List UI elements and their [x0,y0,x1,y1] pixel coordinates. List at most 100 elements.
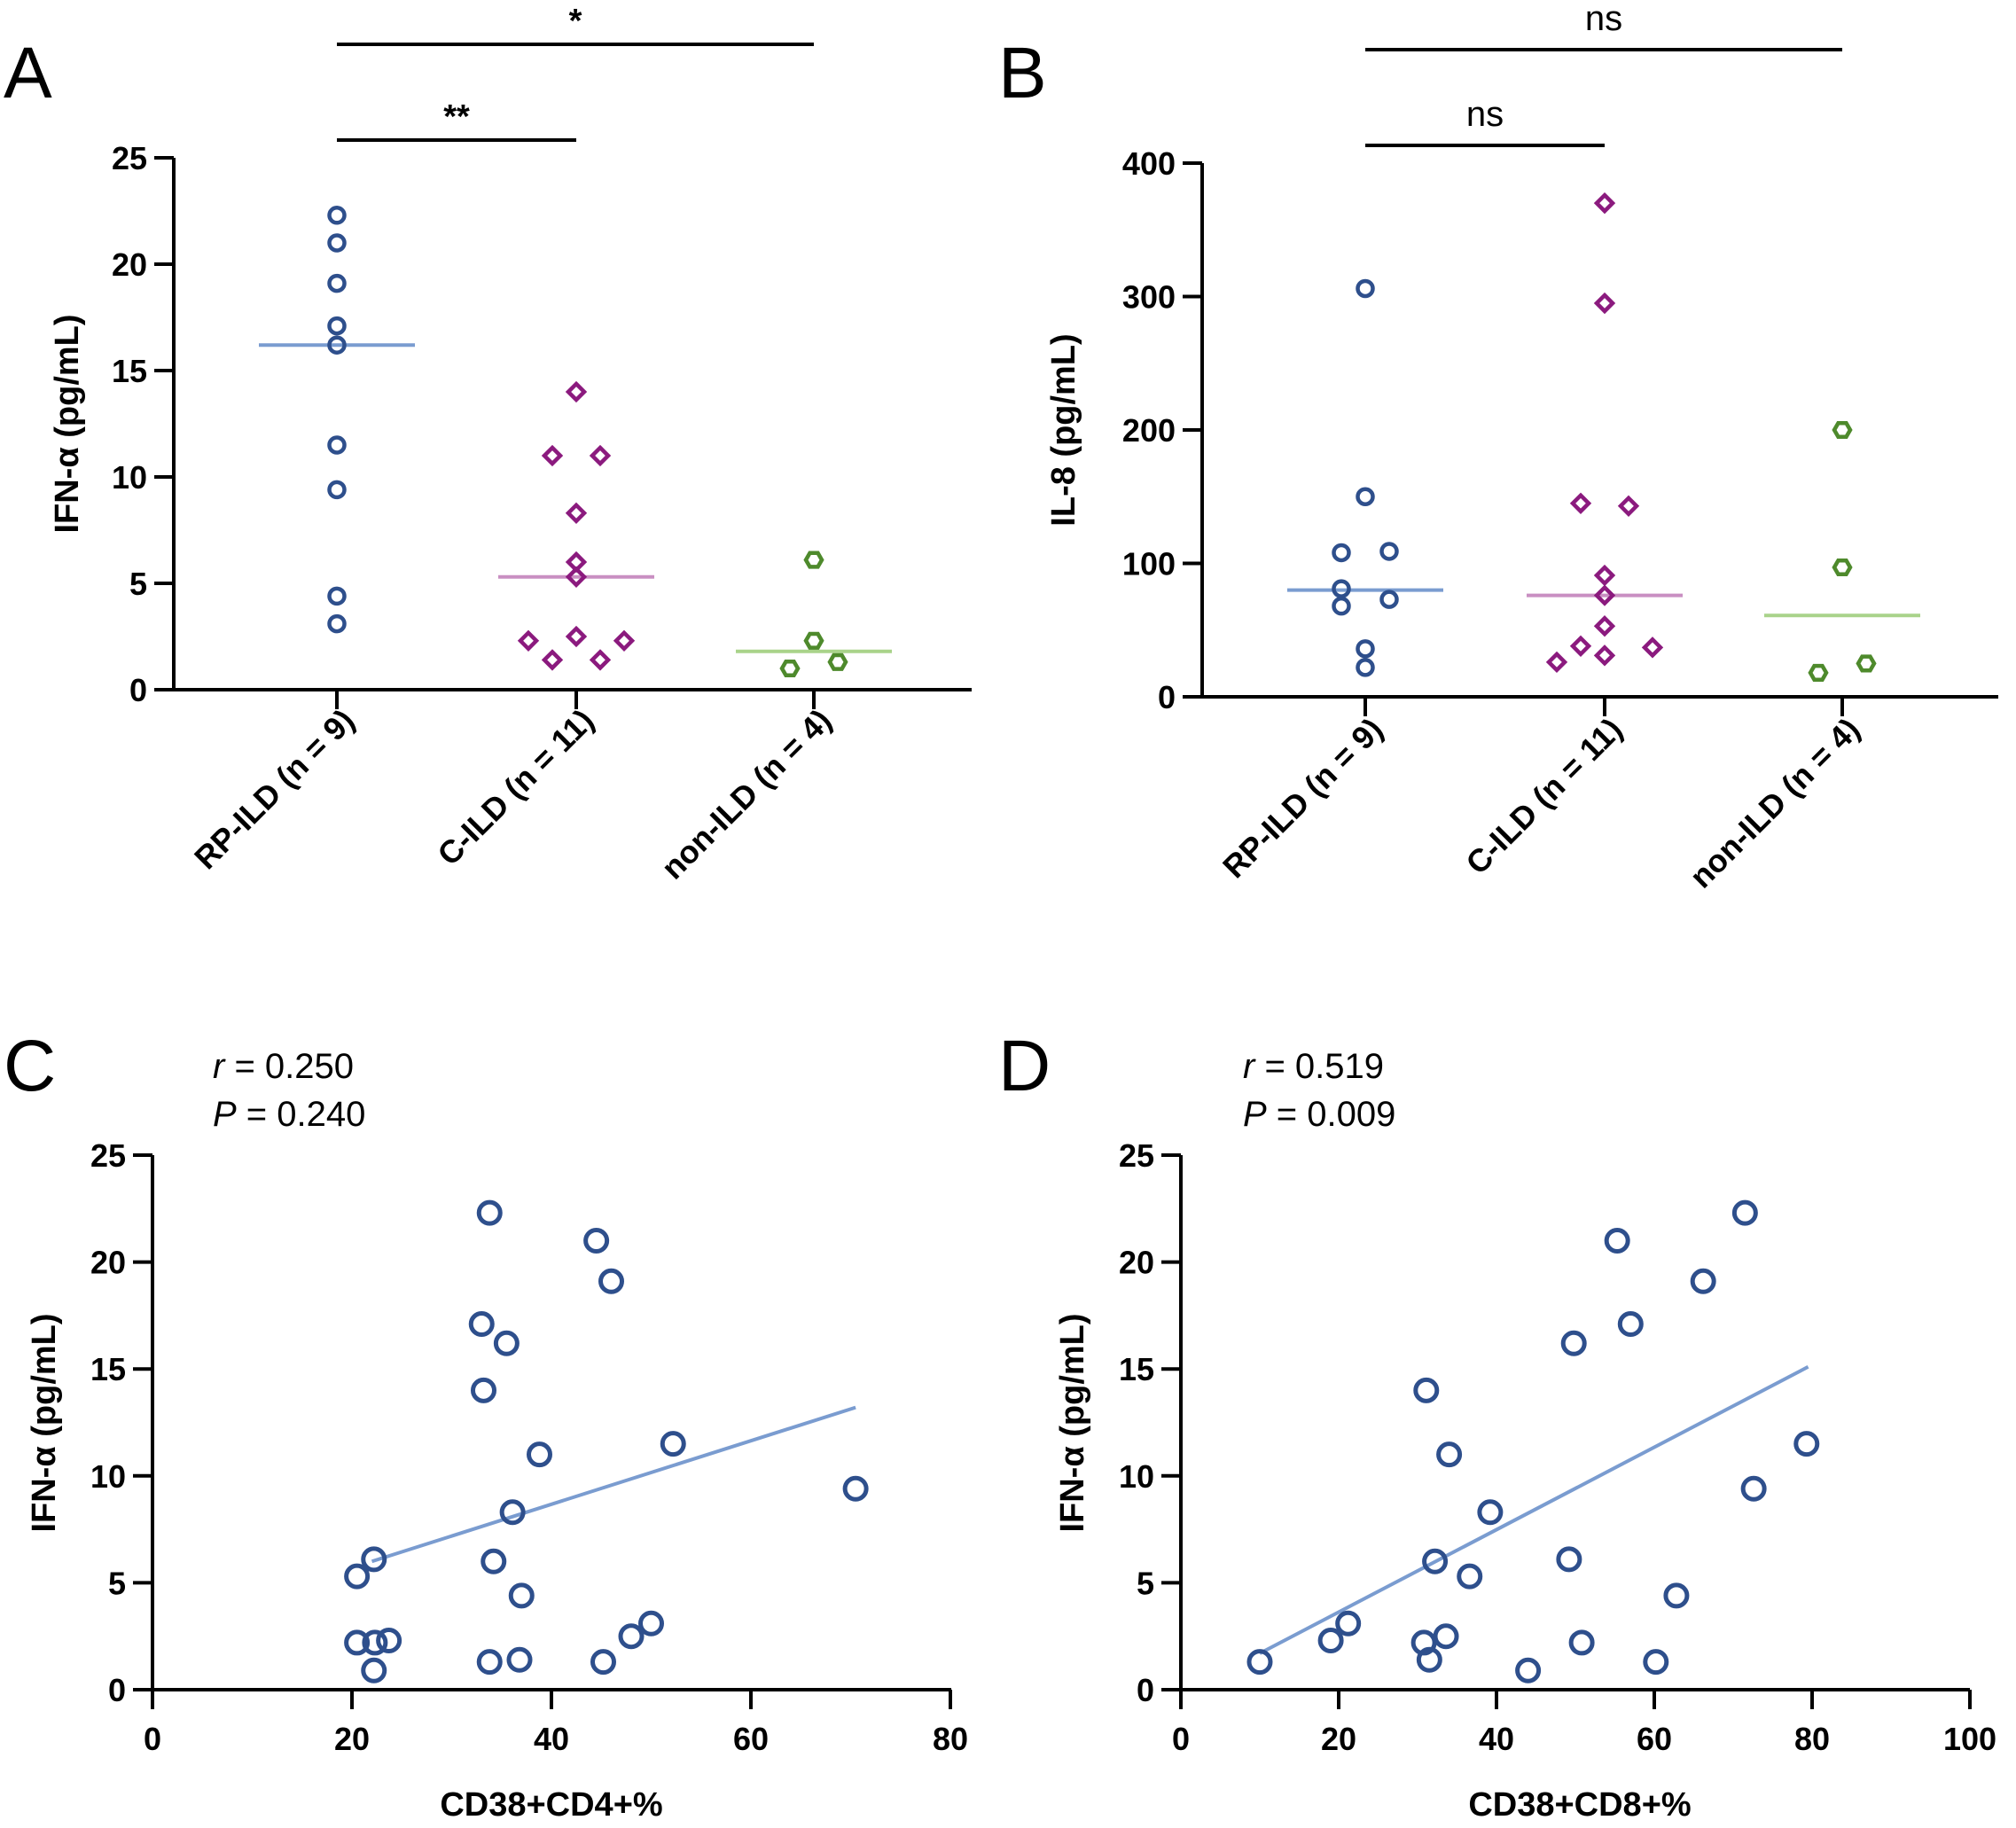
panel-c-y-tick-label: 15 [90,1351,126,1387]
panel-d-y-tick-label: 10 [1119,1458,1154,1495]
panel-a-data-point [327,316,347,336]
panel-c-data-point [506,1646,533,1673]
panel-b-data-point [1856,654,1877,673]
panel-d-y-ticks: 0 5 10 15 20 25 [1119,1137,1181,1708]
panel-a-y-ticks: 0 5 10 15 20 25 [112,140,174,708]
panel-c-x-tick-label: 0 [144,1721,161,1757]
panel-c-y-tick-label: 20 [90,1245,126,1281]
panel-d-x-tick-label: 40 [1479,1721,1514,1757]
panel-d-data-point [1422,1548,1449,1574]
panel-a-points [327,206,848,678]
panel-c-data-point [527,1441,552,1468]
panel-a-data-point [827,652,848,671]
panel-b-data-point [1593,191,1616,215]
panel-a-data-point [327,206,347,225]
panel-b-points [1332,191,1877,682]
panel-d-p-symbol: P [1243,1095,1267,1134]
panel-d-x-tick-label: 60 [1637,1721,1672,1757]
panel-b-y-axis-title: IL-8 (pg/mL) [1045,333,1082,526]
panel-c-data-point [361,1657,387,1683]
panel-a-category-label: non-ILD (n = 4) [654,702,839,887]
panel-a-data-point [613,629,636,652]
panel-c-data-point [638,1610,664,1637]
panel-c-letter: C [4,1026,56,1106]
panel-c-regression [371,1405,856,1564]
panel-b-letter: B [998,33,1047,113]
panel-b-medians [1287,588,1920,618]
panel-c-r-value: = 0.250 [224,1047,354,1086]
panel-c-p-value: = 0.240 [237,1095,366,1134]
panel-d-x-axis-title: CD38+CD8+% [1468,1786,1691,1824]
panel-c-scatter: C r = 0.250 P = 0.240 IFN-α (pg/mL) CD38… [4,1026,968,1824]
panel-c-x-tick-label: 80 [933,1721,968,1757]
panel-d-data-point [1643,1649,1669,1676]
panel-b-data-point [1356,487,1375,506]
panel-b-data-point [1593,615,1616,637]
panel-a-medians [259,343,892,653]
panel-c-data-point [476,1199,503,1226]
panel-b-significance: ns ns [1365,0,1842,147]
panel-a-category-label: RP-ILD (n = 9) [187,702,362,877]
panel-c-data-point [468,1311,495,1338]
panel-a-data-point [803,551,824,569]
panel-b-data-point [1356,639,1375,659]
panel-a-data-point [565,625,588,648]
panel-b-data-point [1832,558,1853,577]
panel-b-data-point [1641,637,1664,659]
panel-a-significance-label: * [569,3,582,40]
panel-c-data-point [598,1268,624,1294]
panel-a-data-point [589,649,612,671]
panel-c-x-ticks: 0 20 40 60 80 [144,1690,968,1757]
panel-d-x-ticks: 0 20 40 60 80 100 [1172,1690,1996,1757]
panel-d-y-tick-label: 5 [1137,1565,1154,1601]
panel-d-p-value: = 0.009 [1267,1095,1396,1134]
panel-d-data-point [1740,1475,1767,1502]
panel-a-data-point [327,586,347,606]
panel-a-data-point [803,631,824,650]
panel-c-data-point [590,1649,616,1676]
panel-d-regression [1259,1365,1809,1655]
panel-c-y-tick-label: 10 [90,1458,126,1495]
panel-a-letter: A [4,33,52,113]
panel-d-y-tick-label: 20 [1119,1245,1154,1281]
panel-b-data-point [1379,542,1399,561]
panel-a-data-point [541,649,564,671]
panel-b-data-point [1332,543,1351,563]
panel-a-data-point [327,335,347,355]
panel-c-y-tick-label: 0 [108,1672,126,1708]
panel-c-y-ticks: 0 5 10 15 20 25 [90,1137,152,1708]
panel-a-y-axis-title: IFN-α (pg/mL) [49,314,86,533]
panel-d-data-point [1436,1441,1463,1468]
panel-b-data-point [1593,584,1616,606]
panel-a-data-point [541,444,564,467]
panel-d-x-tick-label: 0 [1172,1721,1190,1757]
panel-a-data-point [327,233,347,253]
panel-b-data-point [1379,590,1399,609]
panel-d-r-stat: r = 0.519 [1243,1047,1384,1086]
panel-b-category-label: non-ILD (n = 4) [1683,711,1867,895]
panel-d-r-symbol: r [1243,1047,1256,1086]
panel-b-data-point [1545,651,1568,674]
panel-c-data-point [361,1546,387,1573]
panel-d-y-tick-label: 0 [1137,1672,1154,1708]
panel-c-x-tick-label: 20 [334,1721,370,1757]
panel-d-data-point [1477,1499,1504,1526]
panel-a-y-tick-label: 10 [112,459,147,496]
panel-c-data-point [583,1227,610,1254]
panel-b-data-point [1569,492,1592,514]
panel-b-y-tick-label: 200 [1122,412,1176,449]
panel-a-y-tick-label: 25 [112,140,147,176]
panel-d-data-point [1731,1199,1758,1226]
panel-a-y-tick-label: 0 [129,672,147,708]
panel-d-y-tick-label: 25 [1119,1137,1154,1174]
panel-c-data-point [499,1499,526,1526]
panel-d-r-value: = 0.519 [1254,1047,1384,1086]
panel-b-data-point [1617,495,1640,517]
panel-d-data-point [1560,1330,1587,1356]
panel-d-data-point [1793,1431,1820,1457]
panel-a-y-tick-label: 20 [112,246,147,283]
panel-c-data-point [476,1649,503,1676]
panel-d-x-tick-label: 100 [1943,1721,1996,1757]
panel-d-data-point [1515,1657,1542,1683]
